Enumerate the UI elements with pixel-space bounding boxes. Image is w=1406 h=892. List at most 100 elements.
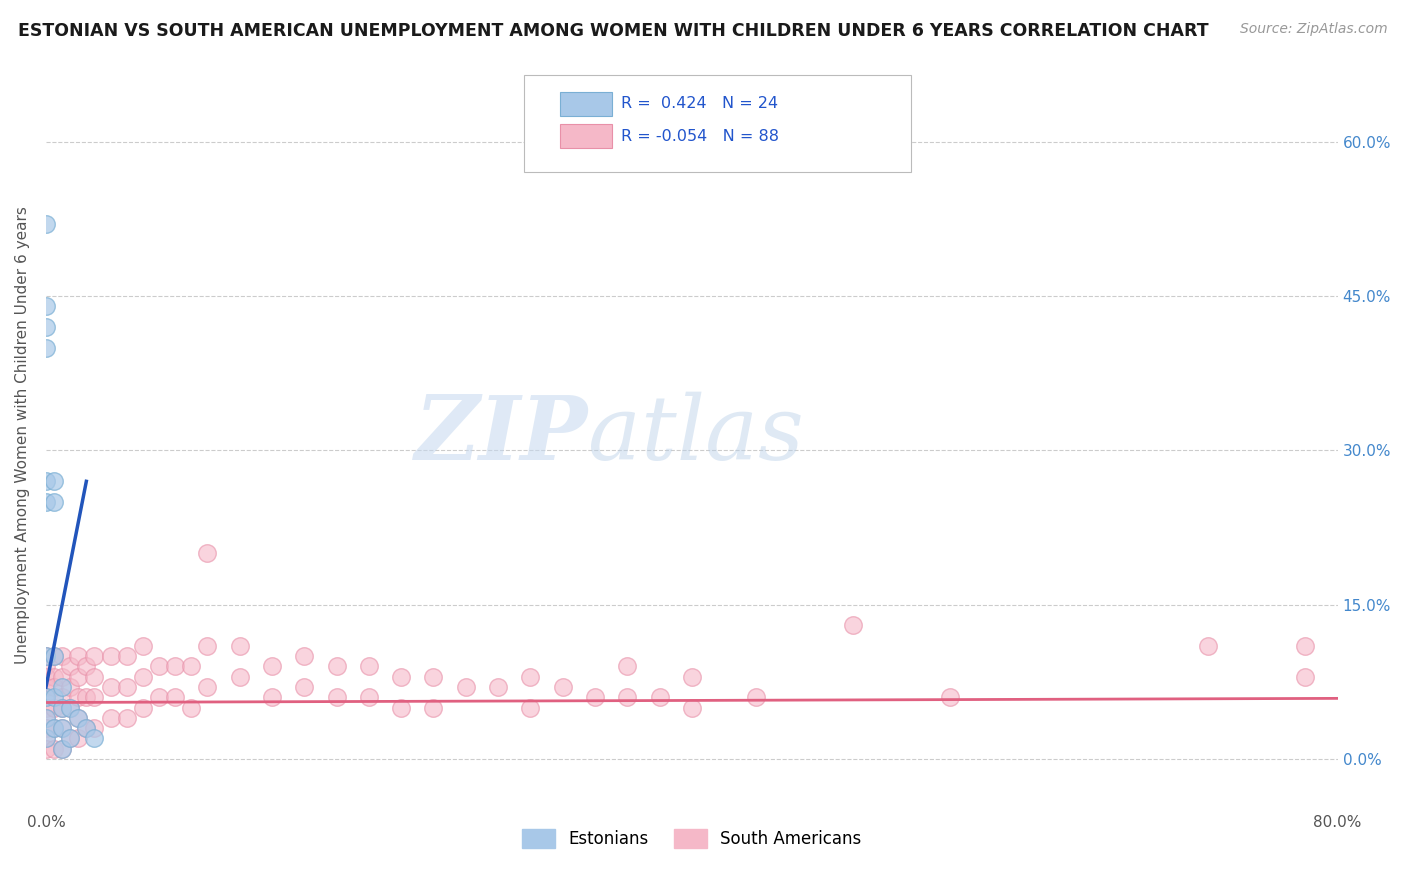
Point bbox=[197, 639, 219, 653]
Point bbox=[35, 741, 58, 756]
Point bbox=[67, 690, 90, 705]
FancyBboxPatch shape bbox=[560, 124, 612, 148]
Point bbox=[75, 690, 97, 705]
Point bbox=[42, 475, 65, 489]
Point bbox=[83, 690, 105, 705]
Point bbox=[180, 700, 202, 714]
Point bbox=[35, 300, 58, 314]
Point bbox=[228, 670, 250, 684]
Point bbox=[519, 700, 541, 714]
Point bbox=[35, 690, 58, 705]
Point bbox=[51, 700, 73, 714]
Point bbox=[35, 320, 58, 334]
Point bbox=[35, 495, 58, 509]
Point bbox=[59, 680, 82, 694]
Point bbox=[100, 711, 122, 725]
Point bbox=[292, 649, 315, 664]
Text: Source: ZipAtlas.com: Source: ZipAtlas.com bbox=[1240, 22, 1388, 37]
Point bbox=[42, 700, 65, 714]
Point bbox=[519, 670, 541, 684]
Point bbox=[1294, 639, 1316, 653]
Point bbox=[35, 690, 58, 705]
Point bbox=[35, 711, 58, 725]
Point bbox=[616, 659, 638, 673]
Point bbox=[51, 690, 73, 705]
Point bbox=[35, 649, 58, 664]
Point bbox=[842, 618, 865, 632]
Point bbox=[325, 690, 347, 705]
Point bbox=[59, 731, 82, 746]
Point bbox=[42, 690, 65, 705]
Point bbox=[681, 700, 703, 714]
Point bbox=[59, 700, 82, 714]
FancyBboxPatch shape bbox=[560, 92, 612, 116]
Point bbox=[42, 721, 65, 735]
Point bbox=[42, 649, 65, 664]
Point bbox=[454, 680, 477, 694]
Point bbox=[1198, 639, 1220, 653]
Point bbox=[228, 639, 250, 653]
Point bbox=[132, 700, 155, 714]
Text: R =  0.424   N = 24: R = 0.424 N = 24 bbox=[621, 96, 778, 112]
Point bbox=[51, 670, 73, 684]
Point bbox=[35, 731, 58, 746]
Point bbox=[551, 680, 574, 694]
Point bbox=[357, 659, 380, 673]
Point bbox=[83, 670, 105, 684]
Point bbox=[51, 721, 73, 735]
Y-axis label: Unemployment Among Women with Children Under 6 years: Unemployment Among Women with Children U… bbox=[15, 206, 30, 664]
Point bbox=[59, 700, 82, 714]
Point bbox=[165, 659, 187, 673]
Point bbox=[51, 680, 73, 694]
Point bbox=[67, 711, 90, 725]
Point bbox=[616, 690, 638, 705]
Point bbox=[1294, 670, 1316, 684]
Point bbox=[389, 700, 412, 714]
Text: R = -0.054   N = 88: R = -0.054 N = 88 bbox=[621, 128, 779, 144]
Point bbox=[75, 659, 97, 673]
Point bbox=[745, 690, 768, 705]
Point bbox=[42, 670, 65, 684]
Point bbox=[115, 711, 138, 725]
Point bbox=[42, 680, 65, 694]
Point bbox=[42, 741, 65, 756]
Point bbox=[35, 659, 58, 673]
FancyBboxPatch shape bbox=[524, 75, 911, 172]
Point bbox=[35, 721, 58, 735]
Point bbox=[67, 731, 90, 746]
Point bbox=[75, 721, 97, 735]
Point bbox=[83, 649, 105, 664]
Point bbox=[422, 700, 444, 714]
Point bbox=[180, 659, 202, 673]
Point bbox=[83, 731, 105, 746]
Point bbox=[75, 721, 97, 735]
Point bbox=[165, 690, 187, 705]
Point bbox=[42, 495, 65, 509]
Point bbox=[148, 690, 170, 705]
Point bbox=[115, 649, 138, 664]
Point bbox=[35, 341, 58, 355]
Point bbox=[35, 475, 58, 489]
Point bbox=[83, 721, 105, 735]
Point bbox=[115, 680, 138, 694]
Point bbox=[648, 690, 671, 705]
Point bbox=[51, 721, 73, 735]
Point bbox=[422, 670, 444, 684]
Point bbox=[681, 670, 703, 684]
Point bbox=[132, 639, 155, 653]
Point bbox=[67, 711, 90, 725]
Legend: Estonians, South Americans: Estonians, South Americans bbox=[515, 822, 869, 855]
Text: ESTONIAN VS SOUTH AMERICAN UNEMPLOYMENT AMONG WOMEN WITH CHILDREN UNDER 6 YEARS : ESTONIAN VS SOUTH AMERICAN UNEMPLOYMENT … bbox=[18, 22, 1209, 40]
Point bbox=[51, 741, 73, 756]
Point bbox=[35, 649, 58, 664]
Point bbox=[59, 731, 82, 746]
Point bbox=[357, 690, 380, 705]
Point bbox=[42, 649, 65, 664]
Point bbox=[260, 690, 283, 705]
Point bbox=[486, 680, 509, 694]
Point bbox=[260, 659, 283, 673]
Point bbox=[35, 680, 58, 694]
Point bbox=[35, 700, 58, 714]
Point bbox=[292, 680, 315, 694]
Text: ZIP: ZIP bbox=[415, 392, 589, 478]
